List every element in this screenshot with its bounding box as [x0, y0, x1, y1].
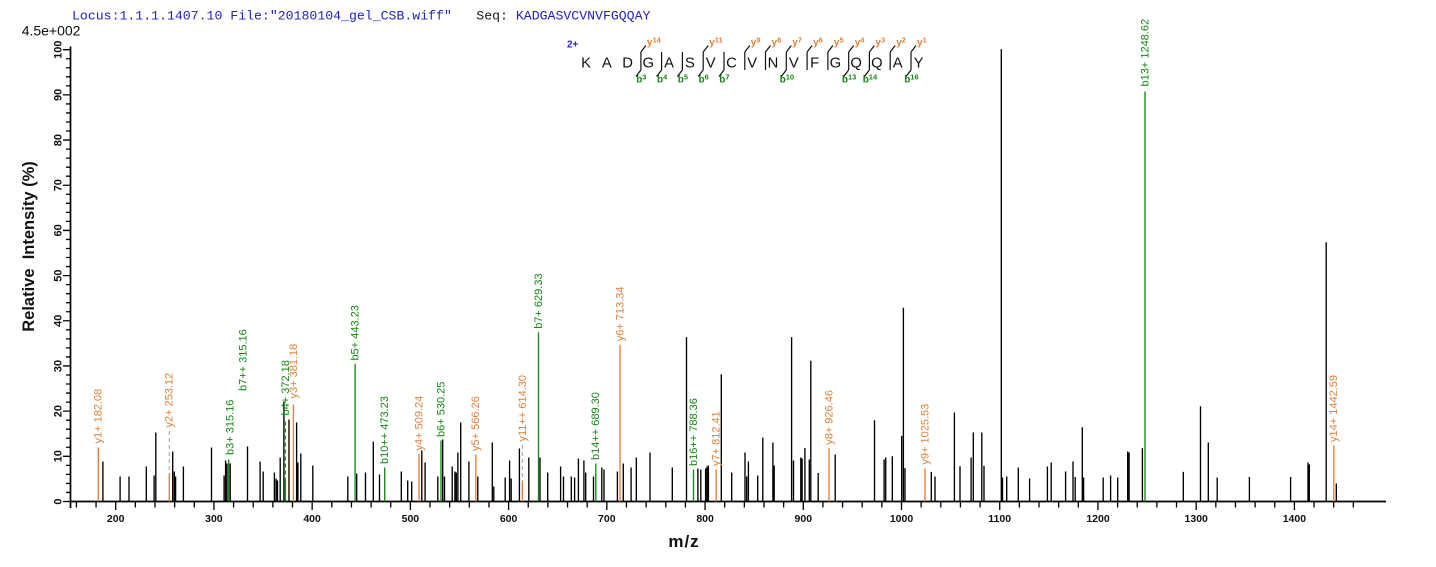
svg-text:N: N: [768, 56, 779, 72]
svg-text:1200: 1200: [1086, 513, 1110, 525]
svg-text:V: V: [747, 56, 757, 72]
svg-text:b3+ 315.16: b3+ 315.16: [224, 400, 236, 455]
svg-text:y7: y7: [792, 36, 802, 49]
svg-text:y8: y8: [772, 36, 782, 49]
svg-text:V: V: [789, 56, 799, 72]
svg-text:y8+ 926.46: y8+ 926.46: [823, 390, 835, 445]
svg-text:F: F: [810, 56, 819, 72]
svg-text:KADGASVCVNVFGQQAY: KADGASVCVNVFGQQAY: [516, 9, 651, 24]
svg-text:y4: y4: [855, 36, 866, 49]
svg-text:b10++ 473.23: b10++ 473.23: [379, 396, 391, 464]
svg-text:y14+ 1442.59: y14+ 1442.59: [1328, 375, 1340, 442]
svg-text:m/z: m/z: [668, 532, 699, 551]
svg-text:500: 500: [402, 513, 420, 525]
svg-text:y6: y6: [813, 36, 823, 49]
svg-text:C: C: [726, 56, 737, 72]
svg-text:4.5e+002: 4.5e+002: [22, 23, 81, 39]
svg-text:800: 800: [696, 513, 714, 525]
svg-text:b3: b3: [636, 73, 646, 86]
svg-text:b7++ 315.16: b7++ 315.16: [237, 329, 249, 391]
svg-text:200: 200: [107, 513, 125, 525]
svg-text:b16++ 788.36: b16++ 788.36: [688, 398, 700, 466]
svg-text:b5: b5: [678, 73, 688, 86]
svg-text:900: 900: [795, 513, 813, 525]
svg-text:Relative Intensity (%): Relative Intensity (%): [20, 161, 38, 332]
svg-text:y2+ 253.12: y2+ 253.12: [164, 373, 176, 428]
svg-text:b13+ 1248.62: b13+ 1248.62: [1139, 19, 1151, 87]
svg-text:600: 600: [500, 513, 518, 525]
svg-text:80: 80: [53, 134, 65, 146]
svg-text:2+: 2+: [567, 40, 579, 51]
svg-text:50: 50: [53, 269, 65, 281]
svg-text:V: V: [706, 56, 716, 72]
svg-text:y6+ 713.34: y6+ 713.34: [614, 287, 626, 342]
svg-text:10: 10: [53, 450, 65, 462]
svg-text:A: A: [602, 56, 612, 72]
svg-text:b6+ 530.25: b6+ 530.25: [435, 382, 447, 437]
svg-text:y1: y1: [917, 36, 927, 49]
svg-text:y9: y9: [751, 36, 761, 49]
svg-text:1400: 1400: [1283, 513, 1307, 525]
svg-text:y9+ 1025.53: y9+ 1025.53: [919, 404, 931, 465]
svg-text:40: 40: [53, 315, 65, 327]
svg-text:70: 70: [53, 179, 65, 191]
svg-text:y11++ 614.30: y11++ 614.30: [517, 375, 529, 441]
svg-text:Q: Q: [871, 56, 883, 72]
svg-text:1300: 1300: [1185, 513, 1209, 525]
svg-text:300: 300: [205, 513, 223, 525]
svg-text:400: 400: [303, 513, 321, 525]
svg-text:0: 0: [53, 498, 65, 504]
svg-text:y3: y3: [875, 36, 885, 49]
svg-text:Locus:1.1.1.1407.10 File:"2018: Locus:1.1.1.1407.10 File:"20180104_gel_C…: [72, 9, 452, 24]
svg-text:K: K: [581, 56, 591, 72]
svg-text:y2: y2: [896, 36, 906, 49]
svg-text:y1+ 182.08: y1+ 182.08: [93, 389, 105, 444]
svg-text:60: 60: [53, 224, 65, 236]
svg-text:y7+ 812.41: y7+ 812.41: [711, 411, 723, 466]
svg-text:D: D: [622, 56, 633, 72]
svg-text:Q: Q: [850, 56, 862, 72]
svg-text:y4+ 509.24: y4+ 509.24: [413, 396, 425, 451]
svg-text:Seq:: Seq:: [476, 9, 508, 24]
svg-text:b14++ 689.30: b14++ 689.30: [590, 392, 602, 460]
svg-text:20: 20: [53, 405, 65, 417]
svg-text:A: A: [664, 56, 674, 72]
svg-text:G: G: [830, 56, 842, 72]
svg-text:b4+ 372.18: b4+ 372.18: [280, 360, 292, 415]
svg-text:b5+ 443.23: b5+ 443.23: [350, 305, 362, 360]
svg-text:y5: y5: [834, 36, 844, 49]
svg-text:G: G: [643, 56, 655, 72]
svg-text:b4: b4: [657, 73, 668, 86]
svg-text:700: 700: [598, 513, 616, 525]
svg-text:S: S: [685, 56, 695, 72]
svg-text:A: A: [893, 56, 903, 72]
svg-text:y3+ 381.18: y3+ 381.18: [288, 344, 300, 399]
svg-text:100: 100: [53, 41, 65, 59]
svg-text:b7+ 629.33: b7+ 629.33: [533, 273, 545, 328]
svg-text:30: 30: [53, 360, 65, 372]
svg-text:b7: b7: [719, 73, 729, 86]
svg-text:b6: b6: [699, 73, 709, 86]
svg-text:1000: 1000: [890, 513, 914, 525]
svg-text:y5+ 566.26: y5+ 566.26: [470, 396, 482, 451]
svg-text:Y: Y: [914, 56, 924, 72]
svg-text:90: 90: [53, 89, 65, 101]
svg-text:1100: 1100: [988, 513, 1011, 525]
